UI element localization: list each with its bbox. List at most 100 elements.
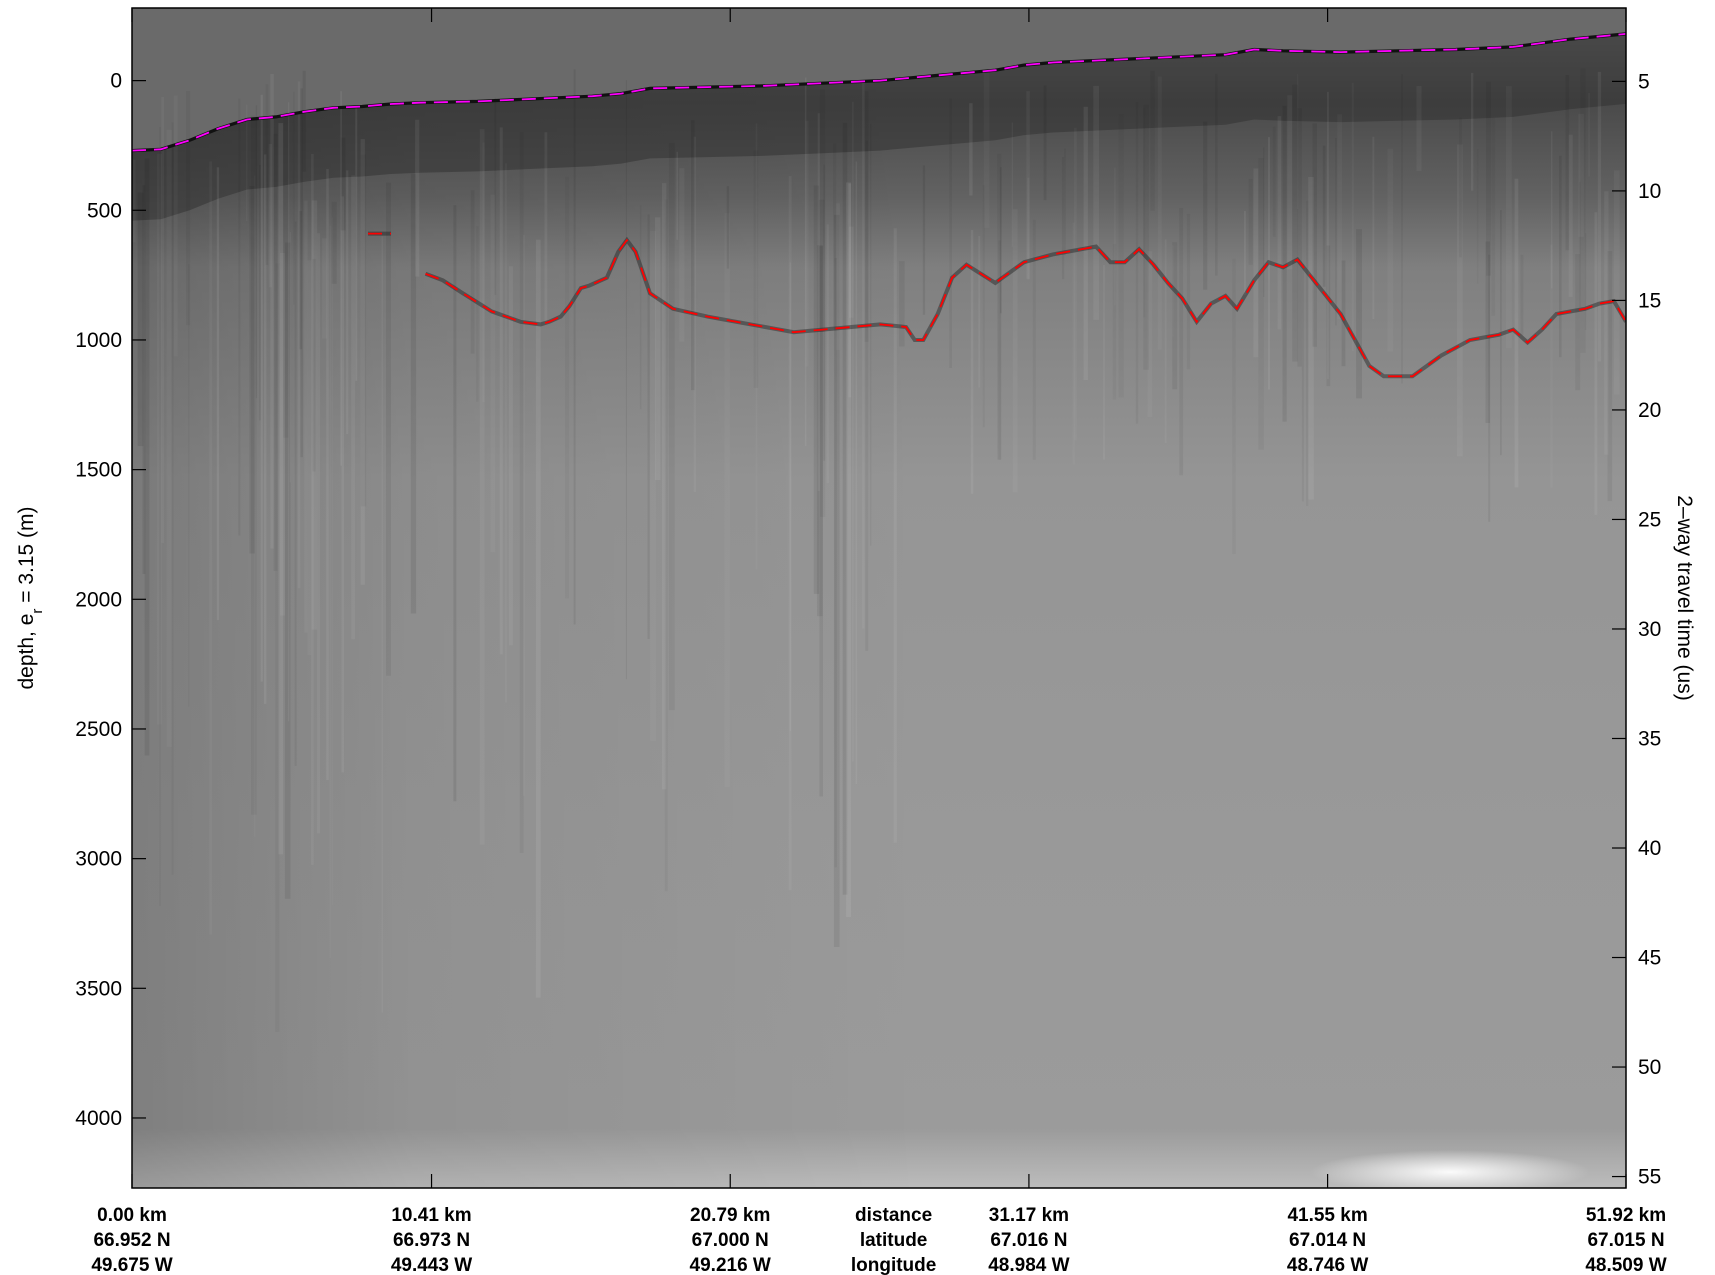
latitude-label: 66.973 N [393,1230,470,1251]
left-tick-label: 500 [87,199,122,222]
texture-stripe [862,80,865,629]
texture-stripe [849,226,854,318]
texture-stripe [302,70,306,172]
texture-stripe [209,161,212,934]
texture-stripe [508,266,513,646]
texture-stripe [823,164,826,461]
texture-stripe [1032,219,1036,460]
texture-stripe [788,176,792,891]
left-tick-label: 1000 [75,329,122,352]
texture-stripe [816,245,823,617]
series-0-pick [132,33,1626,152]
texture-stripe [1258,158,1264,450]
latitude-label: 67.016 N [990,1230,1067,1251]
latitude-label: 67.015 N [1587,1230,1664,1251]
texture-stripe [789,262,792,731]
texture-stripe [1150,70,1155,211]
texture-stripe [360,154,367,507]
texture-stripe [1172,245,1174,337]
texture-stripe [273,133,278,571]
texture-stripe [1297,74,1298,209]
texture-stripe [311,154,314,865]
texture-stripe [1471,72,1474,191]
texture-stripe [640,205,642,409]
texture-stripe [870,123,872,546]
texture-stripe [329,226,331,958]
right-tick-label: 50 [1638,1056,1661,1079]
texture-stripe [280,253,285,616]
texture-stripe [899,261,905,347]
texture-stripe [1488,254,1491,522]
longitude-label: 49.675 W [91,1255,172,1275]
texture-stripe [137,192,144,447]
texture-stripe [1135,102,1139,424]
texture-stripe [1027,177,1030,280]
x-axis-labels: 0.00 km 10.41 km 20.79 km 31.17 km 41.55 km 5… [91,1205,1666,1275]
texture-stripe [999,167,1002,314]
texture-stripe [260,94,263,682]
texture-stripe [1043,85,1047,201]
texture-stripe [346,170,349,435]
texture-stripe [1158,77,1162,350]
longitude-label: 48.746 W [1287,1255,1368,1275]
texture-stripe [1459,117,1462,258]
texture-stripe [833,214,840,948]
texture-stripe [662,183,667,790]
texture-stripe [297,81,301,589]
texture-stripe [1244,211,1246,295]
texture-stripe [304,200,308,633]
texture-stripe [265,84,269,265]
texture-stripe [756,123,758,569]
texture-stripe [1594,212,1598,515]
texture-stripe [668,142,675,711]
texture-stripe [804,77,807,447]
texture-stripe [1322,145,1326,287]
right-tick-label: 55 [1638,1166,1661,1189]
texture-stripe [1011,122,1013,247]
texture-stripe [726,186,730,269]
texture-stripe [1477,149,1479,284]
texture-stripe [1356,229,1362,399]
texture-stripe [410,173,417,614]
latitude-label: 66.952 N [93,1230,170,1251]
texture-stripe [1292,84,1298,362]
texture-stripe [1061,157,1065,280]
texture-stripe [1326,245,1331,387]
texture-stripe [238,98,241,536]
firn-layer [132,33,1626,221]
texture-stripe [573,69,576,625]
texture-stripe [186,91,191,326]
texture-stripe [655,217,661,481]
distance-label: 10.41 km [391,1205,471,1226]
texture-stripe [415,119,420,277]
texture-stripe [1172,242,1178,390]
series-1-pick [425,238,1626,378]
longitude-label: 48.984 W [988,1255,1069,1275]
left-tick-label: 1500 [75,459,122,482]
texture-stripe [1575,254,1581,391]
texture-stripe [1327,91,1329,380]
texture-stripe [1143,104,1149,370]
plot-frame [131,7,1627,1189]
texture-stripe [278,123,284,855]
left-tick-label: 4000 [75,1107,122,1130]
texture-stripe [386,182,391,676]
right-tick-label: 10 [1638,180,1661,203]
texture-stripe [1372,136,1375,319]
texture-stripe [1064,148,1066,256]
y-axis-title-right: 2–way travel time (us) [1673,495,1696,700]
texture-stripe [470,190,475,354]
row-title-distance: distance [855,1205,932,1226]
texture-stripe [1312,123,1317,347]
texture-stripe [819,89,826,517]
texture-stripe [1083,106,1088,381]
row-title-latitude: latitude [860,1230,928,1251]
texture-stripe [1568,134,1573,297]
texture-stripe [676,151,678,240]
texture-stripe [855,161,858,784]
texture-stripe [293,92,295,305]
texture-stripe [818,199,825,332]
texture-stripe [523,234,525,796]
distance-label: 31.17 km [989,1205,1069,1226]
